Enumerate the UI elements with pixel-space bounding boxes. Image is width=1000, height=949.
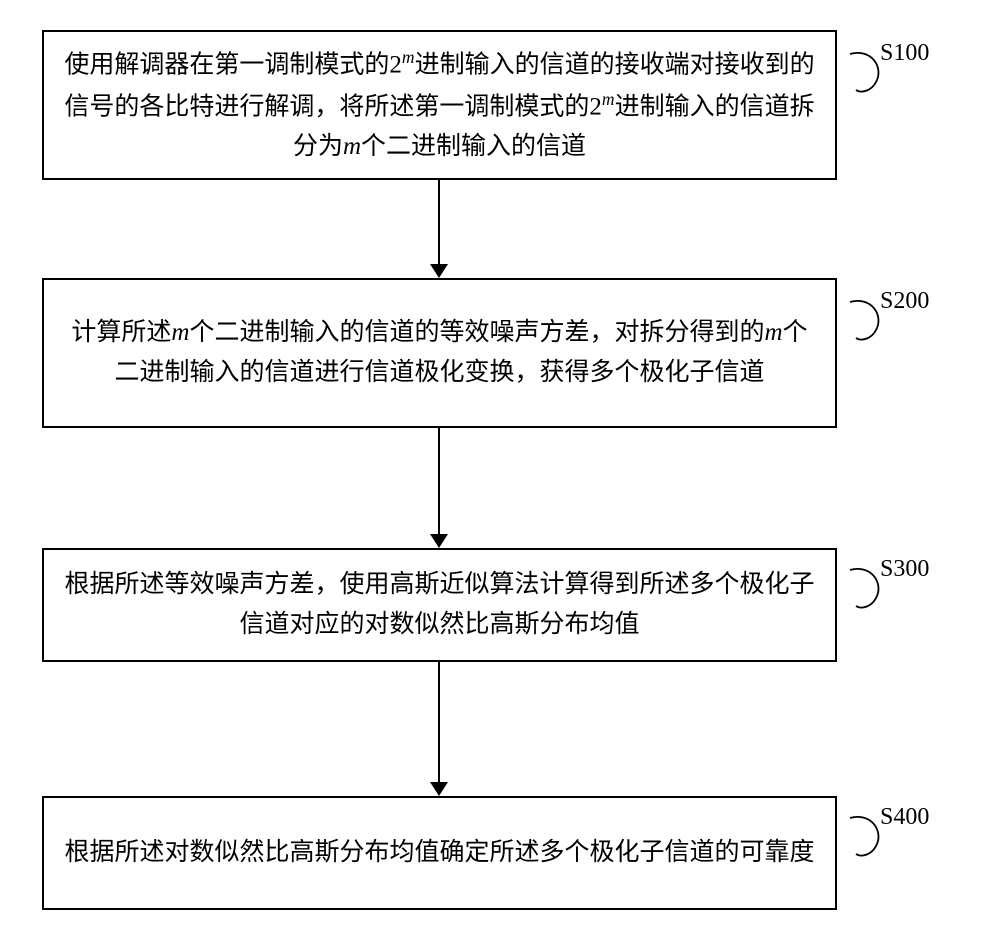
flow-arrow-3 [428, 662, 450, 796]
flow-arrow-2 [428, 428, 450, 548]
label-connector [842, 562, 902, 622]
flow-arrow-1 [428, 180, 450, 278]
flowchart-canvas: 使用解调器在第一调制模式的2m进制输入的信道的接收端对接收到的信号的各比特进行解… [0, 0, 1000, 949]
flow-step-s200: 计算所述m个二进制输入的信道的等效噪声方差，对拆分得到的m个二进制输入的信道进行… [42, 278, 837, 428]
flow-step-s300: 根据所述等效噪声方差，使用高斯近似算法计算得到所述多个极化子信道对应的对数似然比… [42, 548, 837, 662]
label-connector [842, 46, 902, 106]
step-text: 计算所述m个二进制输入的信道的等效噪声方差，对拆分得到的m个二进制输入的信道进行… [62, 313, 817, 393]
step-text: 使用解调器在第一调制模式的2m进制输入的信道的接收端对接收到的信号的各比特进行解… [62, 43, 817, 168]
label-connector [842, 294, 902, 354]
label-connector [842, 810, 902, 870]
step-text: 根据所述等效噪声方差，使用高斯近似算法计算得到所述多个极化子信道对应的对数似然比… [62, 565, 817, 645]
step-text: 根据所述对数似然比高斯分布均值确定所述多个极化子信道的可靠度 [64, 833, 814, 873]
flow-step-s400: 根据所述对数似然比高斯分布均值确定所述多个极化子信道的可靠度 [42, 796, 837, 910]
flow-step-s100: 使用解调器在第一调制模式的2m进制输入的信道的接收端对接收到的信号的各比特进行解… [42, 30, 837, 180]
